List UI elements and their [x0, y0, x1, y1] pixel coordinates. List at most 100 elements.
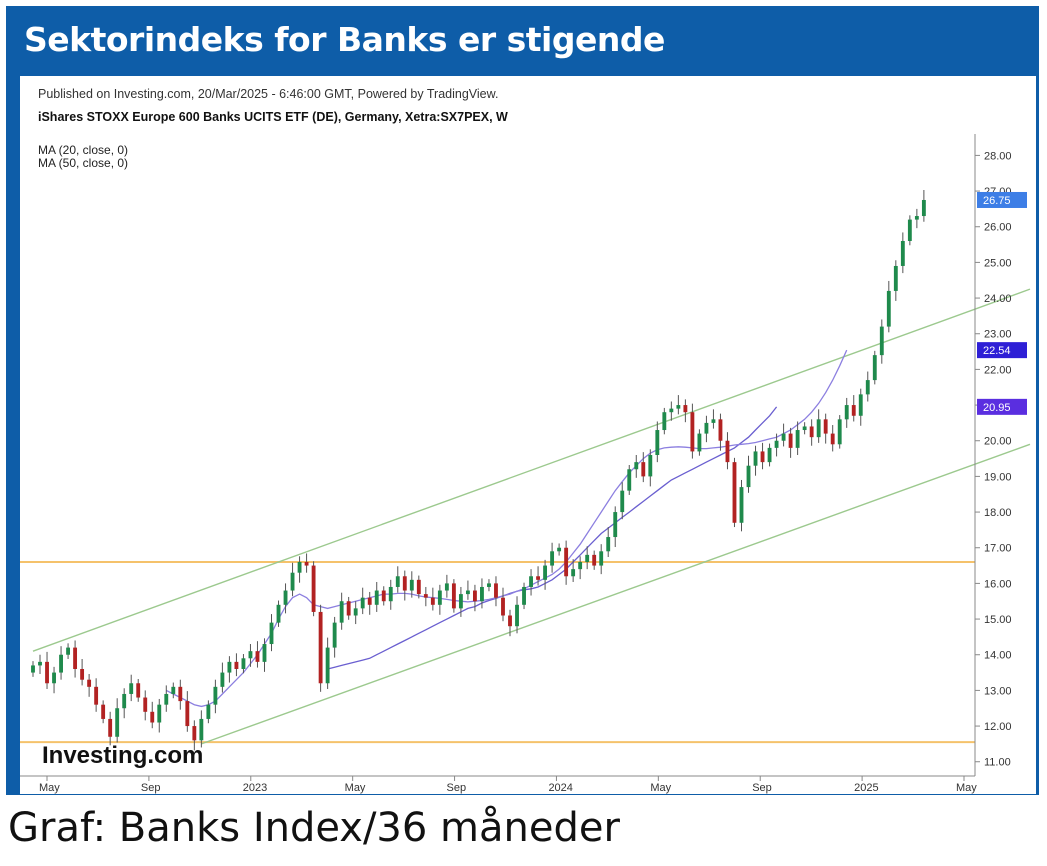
candle-body: [690, 412, 695, 452]
candle-body: [360, 597, 365, 609]
candle-body: [185, 701, 190, 727]
candle-body: [907, 219, 912, 241]
candle-body: [718, 419, 723, 441]
candle-body: [409, 579, 414, 591]
candle-body: [781, 433, 786, 441]
candle-body: [620, 490, 625, 513]
candle-body: [59, 654, 63, 673]
candle-body: [725, 440, 730, 463]
published-note: Published on Investing.com, 20/Mar/2025 …: [38, 87, 498, 101]
candle-body: [255, 651, 260, 662]
candle-body: [592, 554, 597, 566]
candle-body: [599, 551, 604, 566]
candle-body: [676, 405, 681, 409]
x-tick-label: Sep: [447, 782, 467, 794]
candle-body: [550, 551, 555, 566]
candle-body: [774, 440, 779, 448]
candle-body: [753, 451, 758, 466]
candle-body: [711, 419, 716, 423]
candle-body: [627, 469, 632, 491]
candle-body: [220, 672, 225, 687]
indicator-ma20-label: MA (20, close, 0): [38, 143, 128, 157]
candle-body: [381, 590, 386, 602]
candle-body: [206, 704, 211, 719]
candle-body: [416, 579, 421, 595]
candle-body: [150, 711, 155, 723]
caption: Graf: Banks Index/36 måneder: [8, 805, 620, 851]
trend-channel-line: [201, 443, 1031, 745]
candle-body: [641, 462, 646, 477]
candle-body: [823, 419, 828, 434]
candle-body: [73, 647, 78, 669]
candle-body: [318, 611, 323, 684]
candle-body: [269, 622, 274, 645]
price-badge: [977, 191, 1027, 208]
indicator-ma50-label: MA (50, close, 0): [38, 156, 128, 170]
candle-body: [606, 537, 611, 552]
candle-body: [122, 693, 127, 709]
candle-body: [115, 708, 120, 737]
candle-body: [683, 405, 688, 413]
candle-body: [234, 661, 239, 669]
candle-body: [508, 615, 512, 627]
candle-body: [374, 590, 379, 605]
candle-body: [480, 586, 484, 602]
candle-body: [164, 693, 169, 705]
candle-body: [564, 547, 569, 577]
candle-body: [529, 576, 533, 587]
candle-body: [290, 572, 295, 591]
candle-body: [788, 433, 793, 448]
candle-body: [648, 455, 653, 477]
candle-body: [872, 355, 877, 381]
candle-body: [227, 661, 232, 673]
candle-body: [458, 594, 463, 609]
candle-body: [276, 604, 281, 623]
x-tick-label: May: [345, 782, 366, 794]
candle-body: [31, 665, 35, 673]
candle-body: [809, 426, 814, 438]
candle-body: [704, 422, 709, 434]
y-tick-label: 23.00: [984, 329, 1012, 341]
chart-title: iShares STOXX Europe 600 Banks UCITS ETF…: [38, 110, 508, 124]
candle-body: [402, 576, 407, 591]
trend-channel-line: [32, 288, 1031, 652]
y-tick-label: 19.00: [984, 471, 1012, 483]
candle-body: [388, 586, 393, 602]
y-tick-label: 20.00: [984, 436, 1012, 448]
candle-body: [423, 594, 428, 598]
candle-body: [129, 683, 134, 694]
candle-body: [297, 562, 302, 573]
y-tick-label: 24.00: [984, 293, 1012, 305]
candle-body: [473, 590, 477, 602]
banner-title: Sektorindeks for Banks er stigende: [24, 20, 665, 59]
candle-body: [367, 597, 372, 605]
y-tick-label: 14.00: [984, 650, 1012, 662]
candle-body: [451, 583, 456, 609]
x-tick-label: May: [650, 782, 671, 794]
candle-body: [494, 583, 498, 598]
candle-body: [802, 426, 807, 431]
candle-body: [634, 462, 639, 470]
candle-body: [557, 547, 562, 552]
candle-body: [311, 565, 316, 612]
candle-body: [522, 586, 526, 605]
candle-body: [157, 704, 162, 723]
candle-body: [430, 597, 435, 605]
candle-body: [662, 412, 667, 431]
candle-body: [536, 576, 540, 580]
chart-panel: Published on Investing.com, 20/Mar/2025 …: [20, 76, 1036, 794]
candle-body: [795, 430, 800, 448]
y-tick-label: 28.00: [984, 150, 1012, 162]
candle-body: [487, 583, 491, 587]
x-tick-label: 2024: [548, 782, 572, 794]
candle-body: [52, 672, 56, 684]
candle-body: [66, 647, 71, 655]
x-tick-label: Sep: [141, 782, 161, 794]
candle-body: [900, 241, 905, 266]
x-tick-label: 2025: [854, 782, 878, 794]
candle-body: [346, 601, 351, 616]
price-badge-label: 20.95: [983, 402, 1011, 414]
candle-body: [837, 419, 842, 445]
candle-body: [746, 465, 751, 488]
candle-body: [136, 683, 141, 698]
